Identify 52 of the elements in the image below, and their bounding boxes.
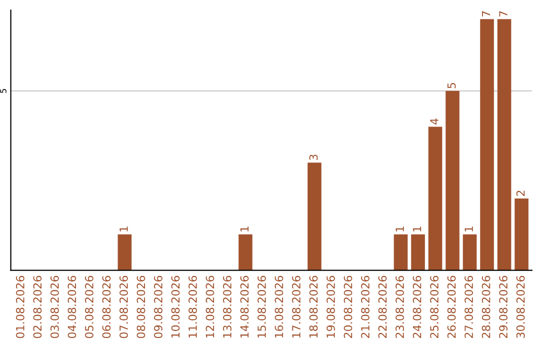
x-tick-label: 12.08.2026 [206,276,214,338]
x-tick-label: 14.08.2026 [240,276,249,338]
data-label: 4 [430,118,438,124]
x-tick-label: 16.08.2026 [274,276,284,338]
x-tick-label: 08.08.2026 [136,276,146,338]
bar [394,234,408,270]
bar [514,198,528,270]
x-tick-label: 13.08.2026 [223,276,232,338]
x-tick-label: 20.08.2026 [344,276,352,338]
x-tick-label: 06.08.2026 [102,276,111,338]
x-tick-label: 17.08.2026 [292,276,300,338]
data-label: 5 [447,83,456,88]
x-tick-label: 10.08.2026 [171,276,180,338]
x-tick-label: 04.08.2026 [68,276,76,338]
x-tick-label: 09.08.2026 [154,276,162,338]
data-label: 7 [482,11,490,16]
x-tick-label: 30.08.2026 [516,276,525,338]
bar [308,162,322,270]
bar [480,19,494,270]
x-tick-label: 18.08.2026 [309,276,318,338]
x-tick-label: 01.08.2026 [16,276,24,338]
x-tick-label: 07.08.2026 [120,276,128,338]
data-label: 1 [120,226,128,232]
x-tick-label: 03.08.2026 [50,276,59,338]
bar [446,90,460,270]
x-tick-label: 02.08.2026 [33,276,42,338]
x-tick-label: 21.08.2026 [361,276,370,338]
data-label: 1 [412,226,422,232]
x-tick-label: 15.08.2026 [258,276,266,338]
x-tick-label: 23.08.2026 [396,276,404,338]
bar [411,234,425,270]
data-label: 1 [240,226,249,232]
bar [238,234,252,270]
bar [497,19,512,270]
bar [462,234,477,270]
x-tick-label: 11.08.2026 [188,276,197,338]
bar [118,234,132,270]
data-label: 2 [516,190,525,196]
x-tick-label: 27.08.2026 [464,276,474,338]
x-tick-label: 25.08.2026 [430,276,438,338]
x-tick-label: 29.08.2026 [499,276,508,338]
x-tick-label: 19.08.2026 [326,276,335,338]
x-tick-label: 28.08.2026 [482,276,490,338]
data-label: 1 [464,226,473,232]
x-tick-label: 26.08.2026 [447,276,456,338]
x-tick-label: 22.08.2026 [378,276,387,338]
x-tick-label: 24.08.2026 [412,276,422,338]
bar [428,126,442,270]
data-label: 7 [499,11,508,16]
x-tick-label: 05.08.2026 [84,276,94,338]
data-label: 3 [309,154,318,160]
data-label: 1 [396,226,404,232]
